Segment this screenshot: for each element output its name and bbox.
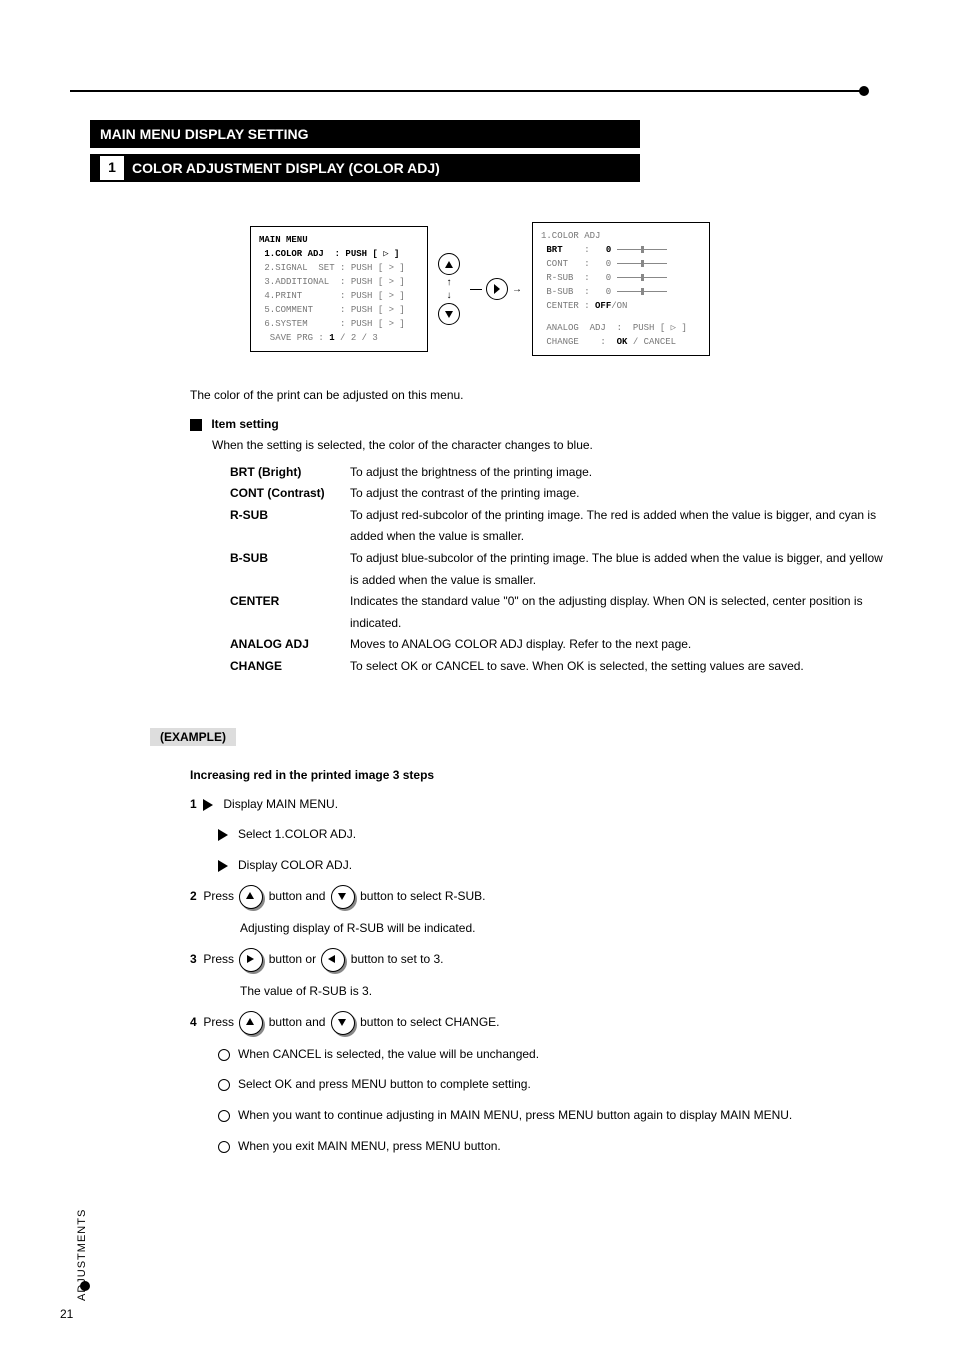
bullet: When you want to continue adjusting in M…	[238, 1108, 792, 1122]
down-button-icon	[331, 1011, 355, 1035]
item-val: To select OK or CANCEL to save. When OK …	[350, 656, 884, 678]
step1: Display MAIN MENU.	[223, 797, 338, 811]
items-sub: When the setting is selected, the color …	[212, 436, 882, 455]
page-number: 21	[60, 1307, 73, 1321]
down-button-icon	[331, 885, 355, 909]
osd-right-title: 1.COLOR ADJ	[541, 229, 701, 243]
step2b: button and	[269, 889, 329, 903]
section-title: MAIN MENU DISPLAY SETTING	[100, 126, 308, 142]
section-title-bar: MAIN MENU DISPLAY SETTING	[90, 120, 640, 148]
item-key: BRT (Bright)	[230, 462, 350, 484]
item-val: To adjust the contrast of the printing i…	[350, 483, 884, 505]
right-button-icon	[239, 948, 263, 972]
step4a: Press	[203, 1015, 237, 1029]
step3b: button or	[269, 952, 320, 966]
arrow-down-glyph: ↓	[447, 290, 452, 301]
arrow-up-glyph: ↑	[447, 277, 452, 288]
item-val: To adjust blue-subcolor of the printing …	[350, 548, 884, 591]
items-lead-row: Item setting	[190, 415, 860, 434]
up-button-icon	[239, 1011, 263, 1035]
item-val: To adjust red-subcolor of the printing i…	[350, 505, 884, 548]
triangle-bullet-icon	[203, 799, 213, 811]
step4c: button to select CHANGE.	[360, 1015, 499, 1029]
step3c: button to set to 3.	[351, 952, 444, 966]
osd-main-menu: MAIN MENU 1.COLOR ADJ : PUSH [ ▷ ] 2.SIG…	[250, 226, 428, 352]
item-val: Indicates the standard value "0" on the …	[350, 591, 884, 634]
step4b: button and	[269, 1015, 329, 1029]
subsection-title-bar: 1 COLOR ADJUSTMENT DISPLAY (COLOR ADJ)	[90, 154, 640, 182]
osd-color-adj: 1.COLOR ADJ BRT : 0 CONT : 0 R-SUB : 0 B…	[532, 222, 710, 356]
square-bullet-icon	[190, 419, 202, 431]
up-button-icon	[438, 253, 460, 275]
circle-bullet-icon	[218, 1141, 230, 1153]
top-rule	[70, 90, 864, 92]
step2a: Press	[203, 889, 237, 903]
step1ss: Display COLOR ADJ.	[238, 858, 352, 872]
step3a: Press	[203, 952, 237, 966]
osd-screens-row: MAIN MENU 1.COLOR ADJ : PUSH [ ▷ ] 2.SIG…	[250, 222, 884, 356]
step2c: button to select R-SUB.	[360, 889, 485, 903]
example-heading: (EXAMPLE)	[150, 728, 236, 746]
bullet: Select OK and press MENU button to compl…	[238, 1077, 531, 1091]
bullet: When you exit MAIN MENU, press MENU butt…	[238, 1139, 501, 1153]
step1s: Select 1.COLOR ADJ.	[238, 827, 356, 841]
side-tab-label: ADJUSTMENTS	[76, 1209, 88, 1301]
item-val: To adjust the brightness of the printing…	[350, 462, 884, 484]
triangle-bullet-icon	[218, 860, 228, 872]
item-key: CENTER	[230, 591, 350, 634]
intro-text: The color of the print can be adjusted o…	[190, 386, 860, 405]
item-key: ANALOG ADJ	[230, 634, 350, 656]
item-key: R-SUB	[230, 505, 350, 548]
up-button-icon	[239, 885, 263, 909]
item-key: CHANGE	[230, 656, 350, 678]
circle-bullet-icon	[218, 1110, 230, 1122]
nav-right: →	[470, 278, 522, 300]
triangle-bullet-icon	[218, 829, 228, 841]
circle-bullet-icon	[218, 1079, 230, 1091]
example-subhead: Increasing red in the printed image 3 st…	[190, 766, 860, 785]
left-button-icon	[321, 948, 345, 972]
subsection-title: COLOR ADJUSTMENT DISPLAY (COLOR ADJ)	[132, 160, 440, 176]
top-rule-dot	[859, 86, 869, 96]
step2s: Adjusting display of R-SUB will be indic…	[240, 917, 870, 940]
osd-left-title: MAIN MENU	[259, 233, 419, 247]
item-val: Moves to ANALOG COLOR ADJ display. Refer…	[350, 634, 884, 656]
circle-bullet-icon	[218, 1049, 230, 1061]
item-key: CONT (Contrast)	[230, 483, 350, 505]
items-table: BRT (Bright)To adjust the brightness of …	[230, 462, 884, 678]
step3s: The value of R-SUB is 3.	[240, 980, 870, 1003]
bullet: When CANCEL is selected, the value will …	[238, 1047, 539, 1061]
section-number-box: 1	[100, 156, 124, 180]
nav-up-down: ↑ ↓	[438, 253, 460, 325]
items-lead: Item setting	[211, 417, 278, 431]
down-button-icon	[438, 303, 460, 325]
right-button-icon	[486, 278, 508, 300]
item-key: B-SUB	[230, 548, 350, 591]
steps: 1 Display MAIN MENU. Select 1.COLOR ADJ.…	[190, 793, 870, 1158]
